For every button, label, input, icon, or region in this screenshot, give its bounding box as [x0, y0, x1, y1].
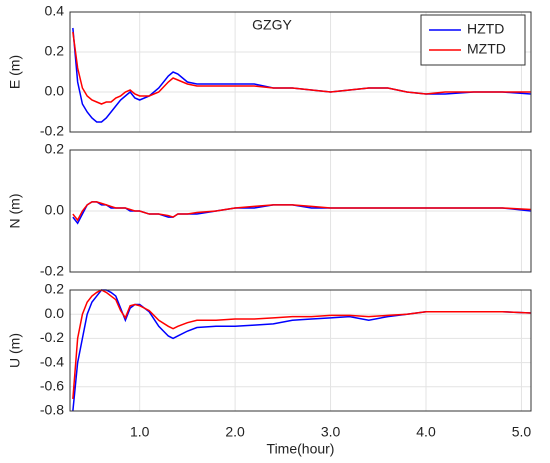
- x-tick-label: 2.0: [225, 424, 245, 440]
- y-tick-label: 0.2: [45, 43, 65, 59]
- y-tick-label: -0.6: [40, 378, 64, 394]
- x-tick-label: 1.0: [130, 424, 150, 440]
- chart-title: GZGY: [252, 17, 292, 33]
- y-tick-label: -0.2: [40, 123, 64, 139]
- y-tick-label: 0.0: [45, 305, 65, 321]
- legend-box: [420, 14, 526, 66]
- plot-frame: [69, 289, 532, 412]
- x-tick-label: 3.0: [321, 424, 341, 440]
- x-tick-label: 5.0: [512, 424, 532, 440]
- y-axis-label: N (m): [7, 194, 23, 229]
- data-line: [72, 31, 531, 105]
- y-tick-label: 0.0: [45, 83, 65, 99]
- y-axis-label: U (m): [7, 333, 23, 368]
- y-tick-label: 0.2: [45, 141, 65, 157]
- y-tick-label: -0.4: [40, 353, 64, 369]
- data-line: [72, 201, 532, 222]
- x-tick-label: 4.0: [416, 424, 436, 440]
- legend-label: HZTD: [467, 21, 504, 37]
- y-tick-label: 0.4: [45, 3, 65, 19]
- y-tick-label: -0.2: [40, 263, 64, 279]
- y-tick-label: 0.0: [45, 202, 65, 218]
- y-tick-label: -0.8: [40, 402, 64, 418]
- plot-frame: [69, 149, 532, 273]
- x-axis-label: Time(hour): [267, 441, 335, 457]
- y-axis-label: E (m): [7, 55, 23, 89]
- y-tick-label: 0.2: [45, 281, 65, 297]
- legend-label: MZTD: [467, 41, 506, 57]
- y-tick-label: -0.2: [40, 329, 64, 345]
- data-line: [72, 289, 532, 412]
- data-line: [72, 289, 532, 399]
- plot-frame: [69, 11, 532, 133]
